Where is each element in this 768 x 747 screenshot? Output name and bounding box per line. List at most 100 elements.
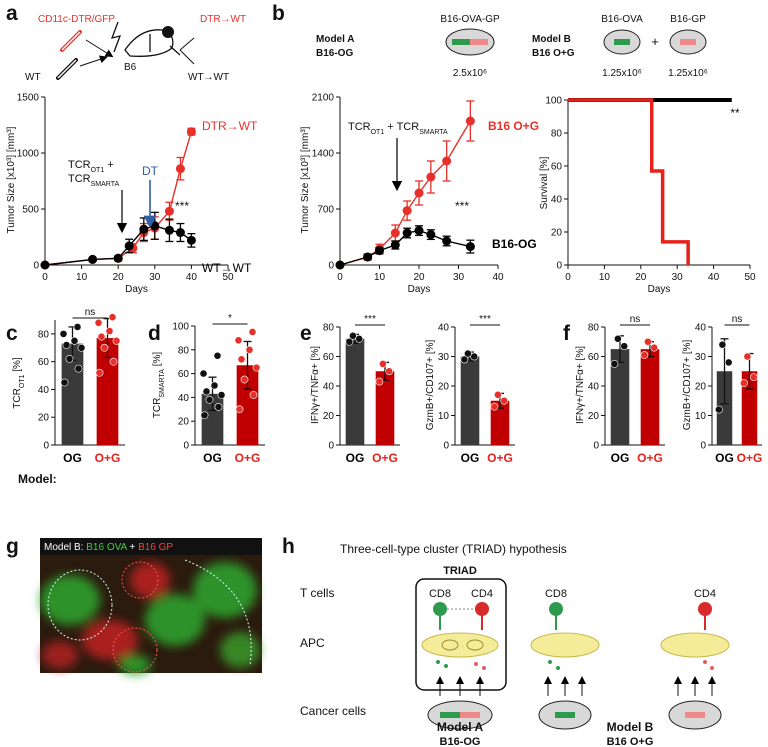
data-point (743, 352, 752, 361)
significance: *** (175, 199, 189, 213)
y-axis-label-part: IFNγ+/TNFα+ [%] (310, 346, 321, 424)
y-tick-label: 0 (556, 261, 562, 272)
y-tick-label: 80 (323, 323, 335, 334)
y-axis-label: GzmB+/CD107+ [%] (425, 339, 436, 430)
y-tick-label: 30 (438, 352, 450, 363)
data-point (378, 359, 387, 368)
data-point (62, 341, 71, 349)
y-axis-label: TCRSMARTA [%] (152, 352, 166, 419)
y-tick-label: 500 (22, 205, 39, 216)
y-axis-label-part: GzmB+/CD107+ [%] (682, 339, 693, 430)
data-point (490, 402, 499, 411)
diagram-label: CD4 (694, 588, 716, 600)
data-point (105, 327, 114, 336)
y-tick-label: 100 (545, 96, 562, 107)
y-tick-label: 60 (178, 369, 190, 380)
diagram-label: Model A (316, 34, 355, 45)
category-label: OG (63, 451, 82, 465)
data-point (175, 228, 185, 238)
data-point (213, 351, 222, 360)
y-tick-label: 80 (588, 323, 600, 334)
data-point (60, 378, 69, 387)
diagram-label: 2.5x10⁶ (453, 68, 487, 79)
data-point (100, 343, 109, 352)
data-point (249, 391, 258, 399)
data-point (414, 226, 424, 236)
y-axis-label: Survival [%] (539, 156, 550, 209)
significance: *** (455, 199, 469, 213)
data-point (74, 364, 83, 373)
treatment-label-part: SMARTA (91, 181, 120, 188)
y-axis-label: IFNγ+/TNFα+ [%] (310, 346, 321, 424)
treatment-label-part: OT1 (91, 167, 105, 174)
diagram-label: CD8 (545, 588, 567, 600)
y-axis-label-part: [%] (152, 352, 163, 369)
x-tick-label: 30 (672, 272, 684, 283)
diagram-label: CD4 (471, 588, 493, 600)
data-point (113, 253, 123, 263)
data-point (59, 329, 68, 338)
bar (236, 365, 259, 445)
data-point (40, 260, 50, 270)
data-point (442, 236, 452, 246)
bar (345, 338, 365, 445)
triad-box (415, 578, 507, 691)
caption-part: + (127, 542, 138, 553)
data-point (252, 363, 261, 372)
y-axis-label-part: GzmB+/CD107+ [%] (425, 339, 436, 430)
data-point (108, 313, 117, 322)
y-tick-label: 40 (551, 195, 563, 206)
micrograph (40, 538, 262, 675)
diagram-title: Three-cell-type cluster (TRIAD) hypothes… (340, 542, 567, 556)
x-tick-label: 40 (492, 272, 504, 283)
treatment-label-part: TCR (68, 173, 91, 185)
data-point (202, 387, 211, 396)
data-point (749, 373, 758, 382)
y-axis-label: GzmB+/CD107+ [%] (682, 339, 693, 430)
data-point (77, 343, 86, 352)
data-point (493, 390, 502, 399)
diagram-label: B16-OVA (601, 14, 643, 25)
data-point (442, 156, 452, 166)
y-tick-label: 10 (695, 411, 707, 422)
panel-label: g (6, 535, 19, 558)
data-point (186, 235, 196, 245)
y-tick-label: 20 (695, 382, 707, 393)
cell-icon (445, 28, 495, 56)
y-axis-label-part: TCR (12, 388, 23, 409)
caption-part: B16 GP (138, 542, 173, 553)
panel-label: a (6, 2, 18, 25)
significance: ns (732, 314, 743, 325)
category-label: O+G (235, 451, 261, 465)
y-tick-label: 20 (438, 382, 450, 393)
y-tick-label: 0 (183, 441, 189, 452)
data-point (426, 172, 436, 182)
data-point (402, 228, 412, 238)
panel-label: b (272, 2, 285, 25)
data-point (186, 127, 196, 137)
x-tick-label: 30 (149, 272, 161, 283)
data-point (150, 221, 160, 231)
diagram-label: Model A (437, 720, 484, 734)
panel-label: h (282, 535, 295, 558)
y-tick-label: 20 (178, 417, 190, 428)
diagram-label: B16-OG (440, 736, 481, 747)
data-point (205, 395, 214, 404)
cell-diagram (421, 602, 730, 730)
y-axis-label-part: [%] (12, 357, 23, 374)
data-point (500, 396, 509, 405)
category-label: OG (203, 451, 222, 465)
data-point (644, 337, 652, 346)
y-tick-label: 1500 (17, 93, 40, 104)
treatment-label-part: TCR (348, 121, 371, 133)
x-tick-label: 20 (413, 272, 425, 283)
y-tick-label: 20 (38, 413, 50, 424)
bar (610, 349, 630, 445)
data-point (97, 332, 106, 341)
transfer-diagram (56, 21, 195, 80)
diagram-label: APC (300, 636, 325, 650)
bar (741, 371, 758, 445)
y-tick-label: 60 (588, 352, 600, 363)
data-point (650, 343, 659, 352)
panel-label: f (563, 322, 571, 345)
